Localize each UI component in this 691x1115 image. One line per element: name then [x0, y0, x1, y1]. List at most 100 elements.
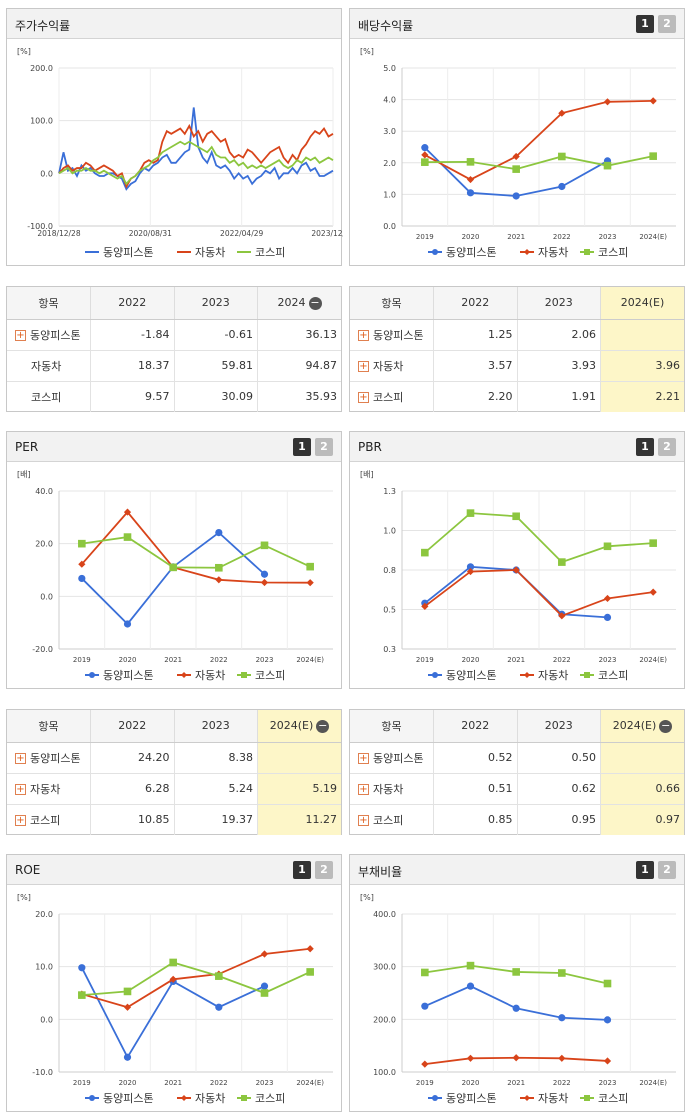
expand-icon[interactable]: + — [15, 815, 26, 827]
table-cell: + 동양피스톤 — [350, 318, 434, 350]
table-cell: 자동차 — [7, 349, 91, 381]
legend-label: 자동차 — [195, 669, 225, 682]
table-cell: 0.62 — [516, 772, 601, 804]
view-2-button[interactable]: 2 — [315, 438, 333, 456]
x-tick-label: 2019 — [416, 656, 434, 664]
data-point — [649, 97, 657, 105]
view-1-button[interactable]: 1 — [636, 15, 654, 33]
expand-icon[interactable]: + — [358, 753, 369, 764]
table-cell: 2.21 — [600, 380, 684, 412]
view-1-button[interactable]: 1 — [636, 438, 654, 456]
data-point — [512, 165, 520, 173]
data-point — [78, 574, 86, 583]
legend-label: 코스피 — [598, 669, 628, 682]
table-cell: + 코스피 — [7, 803, 91, 835]
table-dividend-yield: 항목 2022 2023 2024(E) + 동양피스톤 1.25 2.06 + 자동차 3.57 3… — [349, 286, 685, 412]
column-header: 2022 — [433, 710, 517, 743]
expand-icon[interactable]: + — [358, 330, 369, 341]
y-tick-label: 100.0 — [373, 1068, 396, 1077]
table-row: + 동양피스톤 0.52 0.50 — [350, 741, 684, 773]
data-point — [512, 566, 520, 574]
y-unit-label: [배] — [360, 470, 374, 479]
y-tick-label: 3.0 — [383, 127, 396, 136]
collapse-icon[interactable]: − — [659, 718, 673, 733]
expand-icon[interactable]: + — [15, 330, 26, 341]
series-line-2 — [424, 569, 654, 617]
expand-icon[interactable]: + — [15, 753, 26, 764]
data-point — [558, 182, 566, 191]
data-point — [123, 533, 132, 541]
y-tick-label: 0.8 — [383, 566, 396, 575]
view-1-button[interactable]: 1 — [636, 861, 654, 879]
data-point — [603, 1057, 612, 1065]
y-tick-label: 200.0 — [30, 64, 53, 73]
data-point — [78, 991, 86, 999]
view-2-button[interactable]: 2 — [658, 438, 676, 456]
data-point — [123, 987, 132, 996]
expand-icon[interactable]: + — [15, 784, 26, 795]
view-1-button[interactable]: 1 — [293, 861, 311, 879]
x-tick-label: 2020 — [462, 233, 480, 241]
x-tick-label: 2024(E) — [639, 656, 667, 664]
y-unit-label: [%] — [17, 47, 31, 56]
legend-label: 코스피 — [255, 1092, 285, 1105]
data-point — [466, 509, 475, 517]
column-header: 2024− — [257, 287, 341, 320]
table-row: + 코스피 10.85 19.37 11.27 — [7, 803, 341, 835]
legend-marker — [524, 672, 530, 678]
chart-per: [배] 40.0 20.0 0.0 -20.0 2019 2020 2021 2022 2023 2… — [17, 470, 333, 682]
table-cell: + 자동차 — [7, 772, 91, 804]
chart-roe: [%] 20.0 10.0 0.0 -10.0 2019 2020 2021 2022 2023 2… — [17, 893, 333, 1105]
table-row: + 코스피 0.85 0.95 0.97 — [350, 803, 684, 835]
x-tick-label: 2022 — [553, 1079, 571, 1087]
data-point — [421, 158, 429, 166]
y-tick-label: 1.0 — [383, 527, 396, 536]
column-header: 2023 — [173, 710, 258, 743]
x-tick-label: 2022 — [553, 233, 571, 241]
view-2-button[interactable]: 2 — [658, 861, 676, 879]
x-tick-label: 2024(E) — [296, 1079, 324, 1087]
data-point — [603, 161, 612, 170]
view-1-button[interactable]: 1 — [293, 438, 311, 456]
series-line-2 — [58, 123, 334, 189]
table-cell: + 코스피 — [350, 380, 434, 412]
data-point — [512, 192, 520, 200]
x-tick-label: 2024(E) — [639, 233, 667, 241]
panel-title: PER — [15, 440, 39, 454]
data-point — [78, 964, 86, 972]
view-2-button[interactable]: 2 — [315, 861, 333, 879]
table-row: + 자동차 0.51 0.62 0.66 — [350, 772, 684, 804]
table-cell: 59.81 — [173, 349, 258, 381]
x-tick-label: 2020 — [462, 1079, 480, 1087]
table-cell: 코스피 — [7, 380, 91, 412]
legend-marker — [432, 1095, 438, 1101]
collapse-icon[interactable]: − — [308, 295, 322, 310]
data-point — [306, 579, 314, 587]
data-point — [603, 542, 612, 551]
y-tick-label: 0.0 — [40, 592, 53, 601]
legend-marker — [241, 1095, 247, 1101]
expand-icon[interactable]: + — [358, 361, 369, 372]
column-header: 항목 — [7, 287, 91, 320]
column-header: 2023 — [173, 287, 258, 320]
collapse-icon[interactable]: − — [316, 718, 330, 733]
table-cell — [600, 741, 684, 773]
x-tick-label: 2021 — [507, 656, 525, 664]
series-line-1 — [424, 985, 608, 1021]
table-cell — [600, 318, 684, 350]
data-point — [306, 562, 314, 571]
table-row: 코스피 9.57 30.09 35.93 — [7, 380, 341, 412]
legend-marker — [181, 672, 187, 678]
series-line-2 — [81, 510, 311, 584]
view-2-button[interactable]: 2 — [658, 15, 676, 33]
panel-title: 주가수익률 — [15, 19, 71, 33]
expand-icon[interactable]: + — [358, 815, 369, 827]
y-tick-label: -100.0 — [27, 222, 53, 231]
table-cell: 2.06 — [516, 318, 601, 350]
expand-icon[interactable]: + — [358, 784, 369, 795]
table-stock-return: 항목 2022 2023 2024− + 동양피스톤 -1.84 -0.61 36.13 자동차 1… — [6, 286, 342, 412]
expand-icon[interactable]: + — [358, 392, 369, 404]
